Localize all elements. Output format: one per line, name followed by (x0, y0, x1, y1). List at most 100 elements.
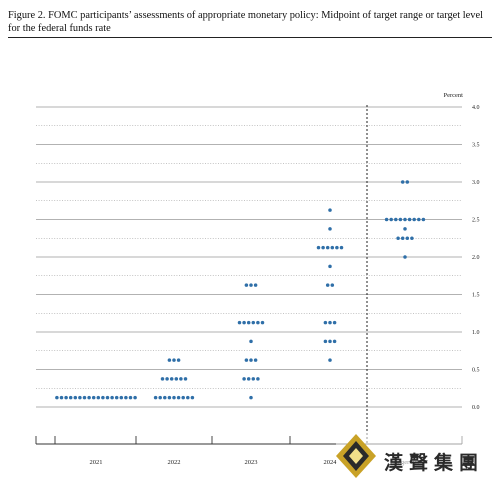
dot (158, 395, 162, 400)
dot (249, 339, 253, 344)
dot (78, 395, 82, 400)
dot (172, 358, 176, 362)
dot (321, 245, 325, 250)
dot (96, 395, 101, 400)
diamond-emblem-icon (336, 434, 376, 478)
dot (405, 236, 410, 240)
dot (332, 339, 337, 344)
dot (179, 377, 183, 381)
dot (328, 339, 332, 344)
y-tick-label: 0.5 (472, 368, 480, 374)
dot (332, 320, 337, 325)
gridlines (36, 106, 462, 408)
dot (328, 208, 332, 212)
dot (87, 395, 91, 400)
dot (186, 395, 190, 400)
dot (251, 320, 256, 325)
dot (110, 395, 114, 400)
y-tick-label: 4.0 (472, 105, 480, 111)
dot (398, 217, 403, 222)
y-tick-label: 0.0 (472, 405, 480, 411)
dot (242, 377, 246, 381)
dot (389, 217, 393, 222)
dot (403, 255, 407, 259)
dot (183, 377, 188, 381)
dot (105, 395, 110, 400)
dot (181, 395, 185, 400)
y-tick-label: 1.0 (472, 330, 480, 336)
dot (91, 395, 96, 400)
dot (330, 283, 335, 287)
dot (384, 217, 389, 222)
dot (160, 377, 165, 381)
dot (73, 395, 78, 400)
dot (394, 217, 398, 222)
dot (256, 320, 260, 325)
dot (55, 395, 59, 400)
y-tick-label: 2.0 (472, 255, 480, 261)
dot (335, 245, 339, 250)
y-tick-labels: 0.0 0.5 1.0 1.5 2.0 2.5 3.0 3.5 4.0 (472, 105, 480, 411)
dot (403, 227, 407, 231)
dot (176, 395, 181, 400)
dot (325, 283, 330, 287)
dot (124, 395, 128, 400)
dot (410, 236, 414, 240)
dot (328, 227, 332, 231)
dot (328, 358, 332, 362)
dot (169, 377, 174, 381)
dot (119, 395, 124, 400)
dot (400, 180, 405, 184)
dot (244, 283, 249, 287)
dot (323, 339, 328, 344)
y-tick-label: 3.5 (472, 143, 480, 149)
dot (101, 395, 105, 400)
dot (172, 395, 176, 400)
dot (82, 395, 87, 400)
dot (328, 320, 332, 325)
dot (244, 358, 249, 362)
dot (403, 217, 407, 222)
dot (174, 377, 179, 381)
dot (190, 395, 195, 400)
dot (323, 320, 328, 325)
x-category-label: 2022 (168, 459, 181, 466)
dot (400, 236, 405, 240)
dot (339, 245, 344, 250)
dot (316, 245, 321, 250)
dot (237, 320, 242, 325)
dot (167, 358, 172, 362)
dot (251, 377, 256, 381)
dot (253, 358, 258, 362)
dot (260, 320, 265, 325)
dot (417, 217, 421, 222)
dot (246, 320, 251, 325)
dot (412, 217, 416, 222)
watermark-text: 漢聲集團 (384, 451, 484, 474)
dot (249, 283, 253, 287)
dot (249, 358, 253, 362)
watermark-logo: 漢聲集團 (336, 432, 500, 481)
title-rule (8, 37, 492, 38)
dot (176, 358, 181, 362)
x-category-label: 2021 (90, 459, 103, 466)
dot (421, 217, 426, 222)
dot (165, 377, 169, 381)
x-category-label: 2024 (324, 459, 338, 466)
dot (325, 245, 330, 250)
dot (114, 395, 119, 400)
dot (330, 245, 335, 250)
dot (167, 395, 172, 400)
dot (68, 395, 73, 400)
unit-label: Percent (444, 92, 464, 99)
dot (163, 395, 167, 400)
y-tick-label: 1.5 (472, 293, 480, 299)
dot (133, 395, 137, 400)
figure-title: Figure 2. FOMC participants’ assessments… (8, 10, 483, 34)
dot (407, 217, 412, 222)
dot (128, 395, 133, 400)
y-tick-label: 2.5 (472, 218, 480, 224)
x-category-label: 2023 (245, 459, 258, 466)
dot (405, 180, 410, 184)
